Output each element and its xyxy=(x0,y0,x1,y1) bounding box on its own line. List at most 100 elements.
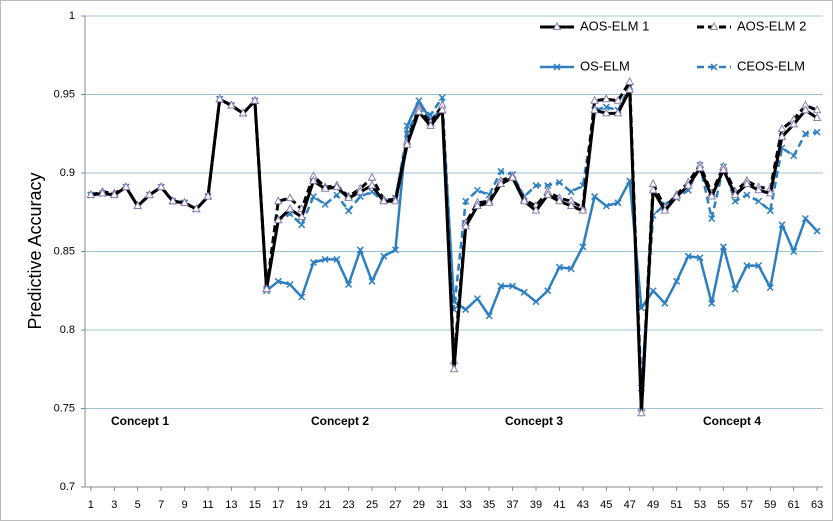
point-marker xyxy=(766,284,774,292)
x-tick-label: 13 xyxy=(225,499,237,511)
point-marker xyxy=(707,191,717,200)
point-marker xyxy=(755,262,763,270)
point-marker xyxy=(673,277,681,285)
legend-label: OS-ELM xyxy=(580,58,630,73)
point-marker xyxy=(755,197,763,205)
point-marker xyxy=(813,128,821,136)
point-marker xyxy=(602,202,610,210)
point-marker xyxy=(355,186,365,195)
point-marker xyxy=(742,178,752,187)
x-tick-label: 47 xyxy=(624,499,636,511)
point-marker xyxy=(298,221,306,229)
point-marker xyxy=(766,207,774,215)
point-marker xyxy=(578,205,588,214)
x-tick-label: 43 xyxy=(577,499,589,511)
point-marker xyxy=(484,197,494,206)
point-marker xyxy=(345,280,353,289)
point-marker xyxy=(121,182,131,191)
point-marker xyxy=(695,163,705,172)
point-marker xyxy=(403,122,411,130)
point-marker xyxy=(191,204,201,213)
point-marker xyxy=(367,172,377,181)
point-marker xyxy=(332,182,342,191)
point-marker xyxy=(273,215,283,224)
point-marker xyxy=(708,299,716,307)
point-marker xyxy=(438,94,446,102)
x-tick-label: 17 xyxy=(272,499,284,511)
point-marker xyxy=(238,108,248,117)
point-marker xyxy=(590,105,599,114)
x-tick-label: 61 xyxy=(788,499,800,511)
point-marker xyxy=(730,189,740,198)
point-marker xyxy=(368,277,376,285)
point-marker xyxy=(496,178,506,187)
x-tick-label: 33 xyxy=(460,499,472,511)
point-marker xyxy=(520,288,528,296)
point-marker xyxy=(473,200,482,209)
annotation: Concept 2 xyxy=(311,414,369,428)
y-tick-label: 1 xyxy=(69,10,75,22)
x-tick-label: 25 xyxy=(366,499,378,511)
point-marker xyxy=(133,200,143,209)
point-marker xyxy=(602,103,610,111)
point-marker xyxy=(660,205,670,214)
point-marker xyxy=(778,221,786,229)
x-tick-label: 41 xyxy=(553,499,565,511)
point-marker xyxy=(203,191,213,200)
point-marker xyxy=(790,247,798,256)
point-marker xyxy=(531,205,541,214)
point-marker xyxy=(590,95,599,104)
point-marker xyxy=(462,306,470,314)
point-marker xyxy=(790,152,798,160)
point-marker xyxy=(437,105,447,114)
point-marker xyxy=(579,243,587,251)
point-marker xyxy=(497,282,505,290)
x-tick-label: 9 xyxy=(182,499,188,511)
point-marker xyxy=(544,182,552,190)
point-marker xyxy=(789,119,799,128)
point-marker xyxy=(274,277,282,285)
point-marker xyxy=(555,178,563,186)
point-marker xyxy=(215,94,225,103)
point-marker xyxy=(461,221,471,230)
point-marker xyxy=(415,97,423,105)
x-tick-label: 39 xyxy=(530,499,542,511)
x-tick-label: 1 xyxy=(88,499,94,511)
x-tick-label: 3 xyxy=(111,499,117,511)
annotation: Concept 4 xyxy=(703,414,761,428)
point-marker xyxy=(591,193,599,201)
point-marker xyxy=(402,139,412,148)
point-marker xyxy=(544,287,552,295)
point-marker xyxy=(168,196,178,205)
point-marker xyxy=(309,193,317,201)
point-marker xyxy=(379,196,389,205)
x-tick-label: 23 xyxy=(342,499,354,511)
point-marker xyxy=(286,280,294,289)
point-marker xyxy=(567,265,575,273)
point-marker xyxy=(250,95,260,104)
legend-marker xyxy=(553,63,561,71)
point-marker xyxy=(719,243,727,251)
point-marker xyxy=(426,120,435,129)
point-marker xyxy=(345,207,353,215)
point-marker xyxy=(777,131,787,140)
point-marker xyxy=(109,189,119,198)
x-tick-label: 63 xyxy=(811,499,823,511)
annotation: Concept 1 xyxy=(111,414,169,428)
y-tick-label: 0.8 xyxy=(60,324,75,336)
point-marker xyxy=(273,196,283,205)
point-marker xyxy=(731,197,739,205)
point-marker xyxy=(145,189,154,198)
legend-label: CEOS-ELM xyxy=(737,58,805,73)
point-marker xyxy=(754,185,763,194)
point-marker xyxy=(567,188,575,196)
point-marker xyxy=(555,263,563,271)
point-marker xyxy=(356,246,364,254)
point-marker xyxy=(812,112,822,122)
x-tick-label: 57 xyxy=(741,499,753,511)
point-marker xyxy=(543,189,553,198)
point-marker xyxy=(684,252,692,260)
point-marker xyxy=(532,182,540,190)
